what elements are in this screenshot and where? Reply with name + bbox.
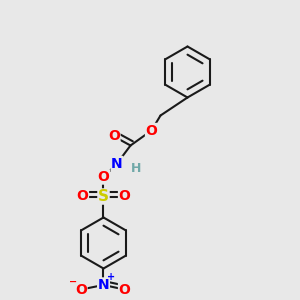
Text: O: O [146,124,158,137]
Text: H: H [131,161,142,175]
Text: O: O [118,283,130,296]
Text: O: O [118,190,130,203]
Text: O: O [75,283,87,296]
Text: N: N [111,157,123,170]
Text: S: S [98,189,109,204]
Text: O: O [76,190,88,203]
Text: N: N [98,278,109,292]
Text: +: + [107,272,115,283]
Text: O: O [98,170,110,184]
Text: O: O [108,130,120,143]
Text: −: − [68,277,77,287]
